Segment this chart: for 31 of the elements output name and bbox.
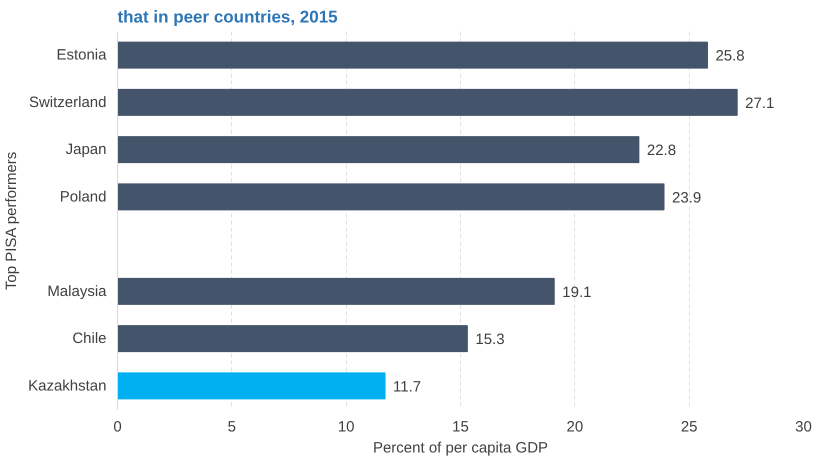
x-tick-label: 30 (795, 418, 812, 436)
chart-title: that in peer countries, 2015 (118, 8, 338, 26)
x-axis-title: Percent of per capita GDP (372, 440, 548, 456)
bar (118, 278, 555, 305)
x-tick-label: 15 (452, 418, 469, 436)
bar (118, 42, 708, 69)
x-tick-label: 25 (680, 418, 698, 436)
data-label: 22.8 (646, 142, 676, 160)
y-axis-title: Top PISA performers (3, 152, 20, 290)
data-label: 23.9 (672, 189, 702, 206)
bar (118, 88, 738, 116)
bar (118, 136, 640, 164)
bar (118, 325, 468, 352)
data-label: 25.8 (715, 48, 745, 65)
y-tick-label: Malaysia (47, 282, 108, 300)
y-tick-label: Kazakhstan (28, 377, 107, 394)
y-tick-label: Estonia (56, 46, 108, 64)
y-tick-label: Poland (60, 188, 107, 206)
x-tick-label: 10 (338, 418, 355, 436)
y-tick-label: Switzerland (28, 94, 107, 111)
x-tick-label: 0 (113, 418, 122, 436)
bar (118, 372, 386, 400)
data-label: 11.7 (393, 378, 422, 396)
y-tick-label: Chile (72, 330, 107, 348)
x-tick-label: 5 (228, 418, 236, 436)
x-tick-label: 20 (566, 418, 584, 436)
data-label: 15.3 (475, 331, 505, 348)
bar (118, 183, 665, 210)
y-tick-label: Japan (66, 141, 107, 158)
data-label: 19.1 (562, 284, 592, 301)
data-label: 27.1 (745, 94, 774, 112)
